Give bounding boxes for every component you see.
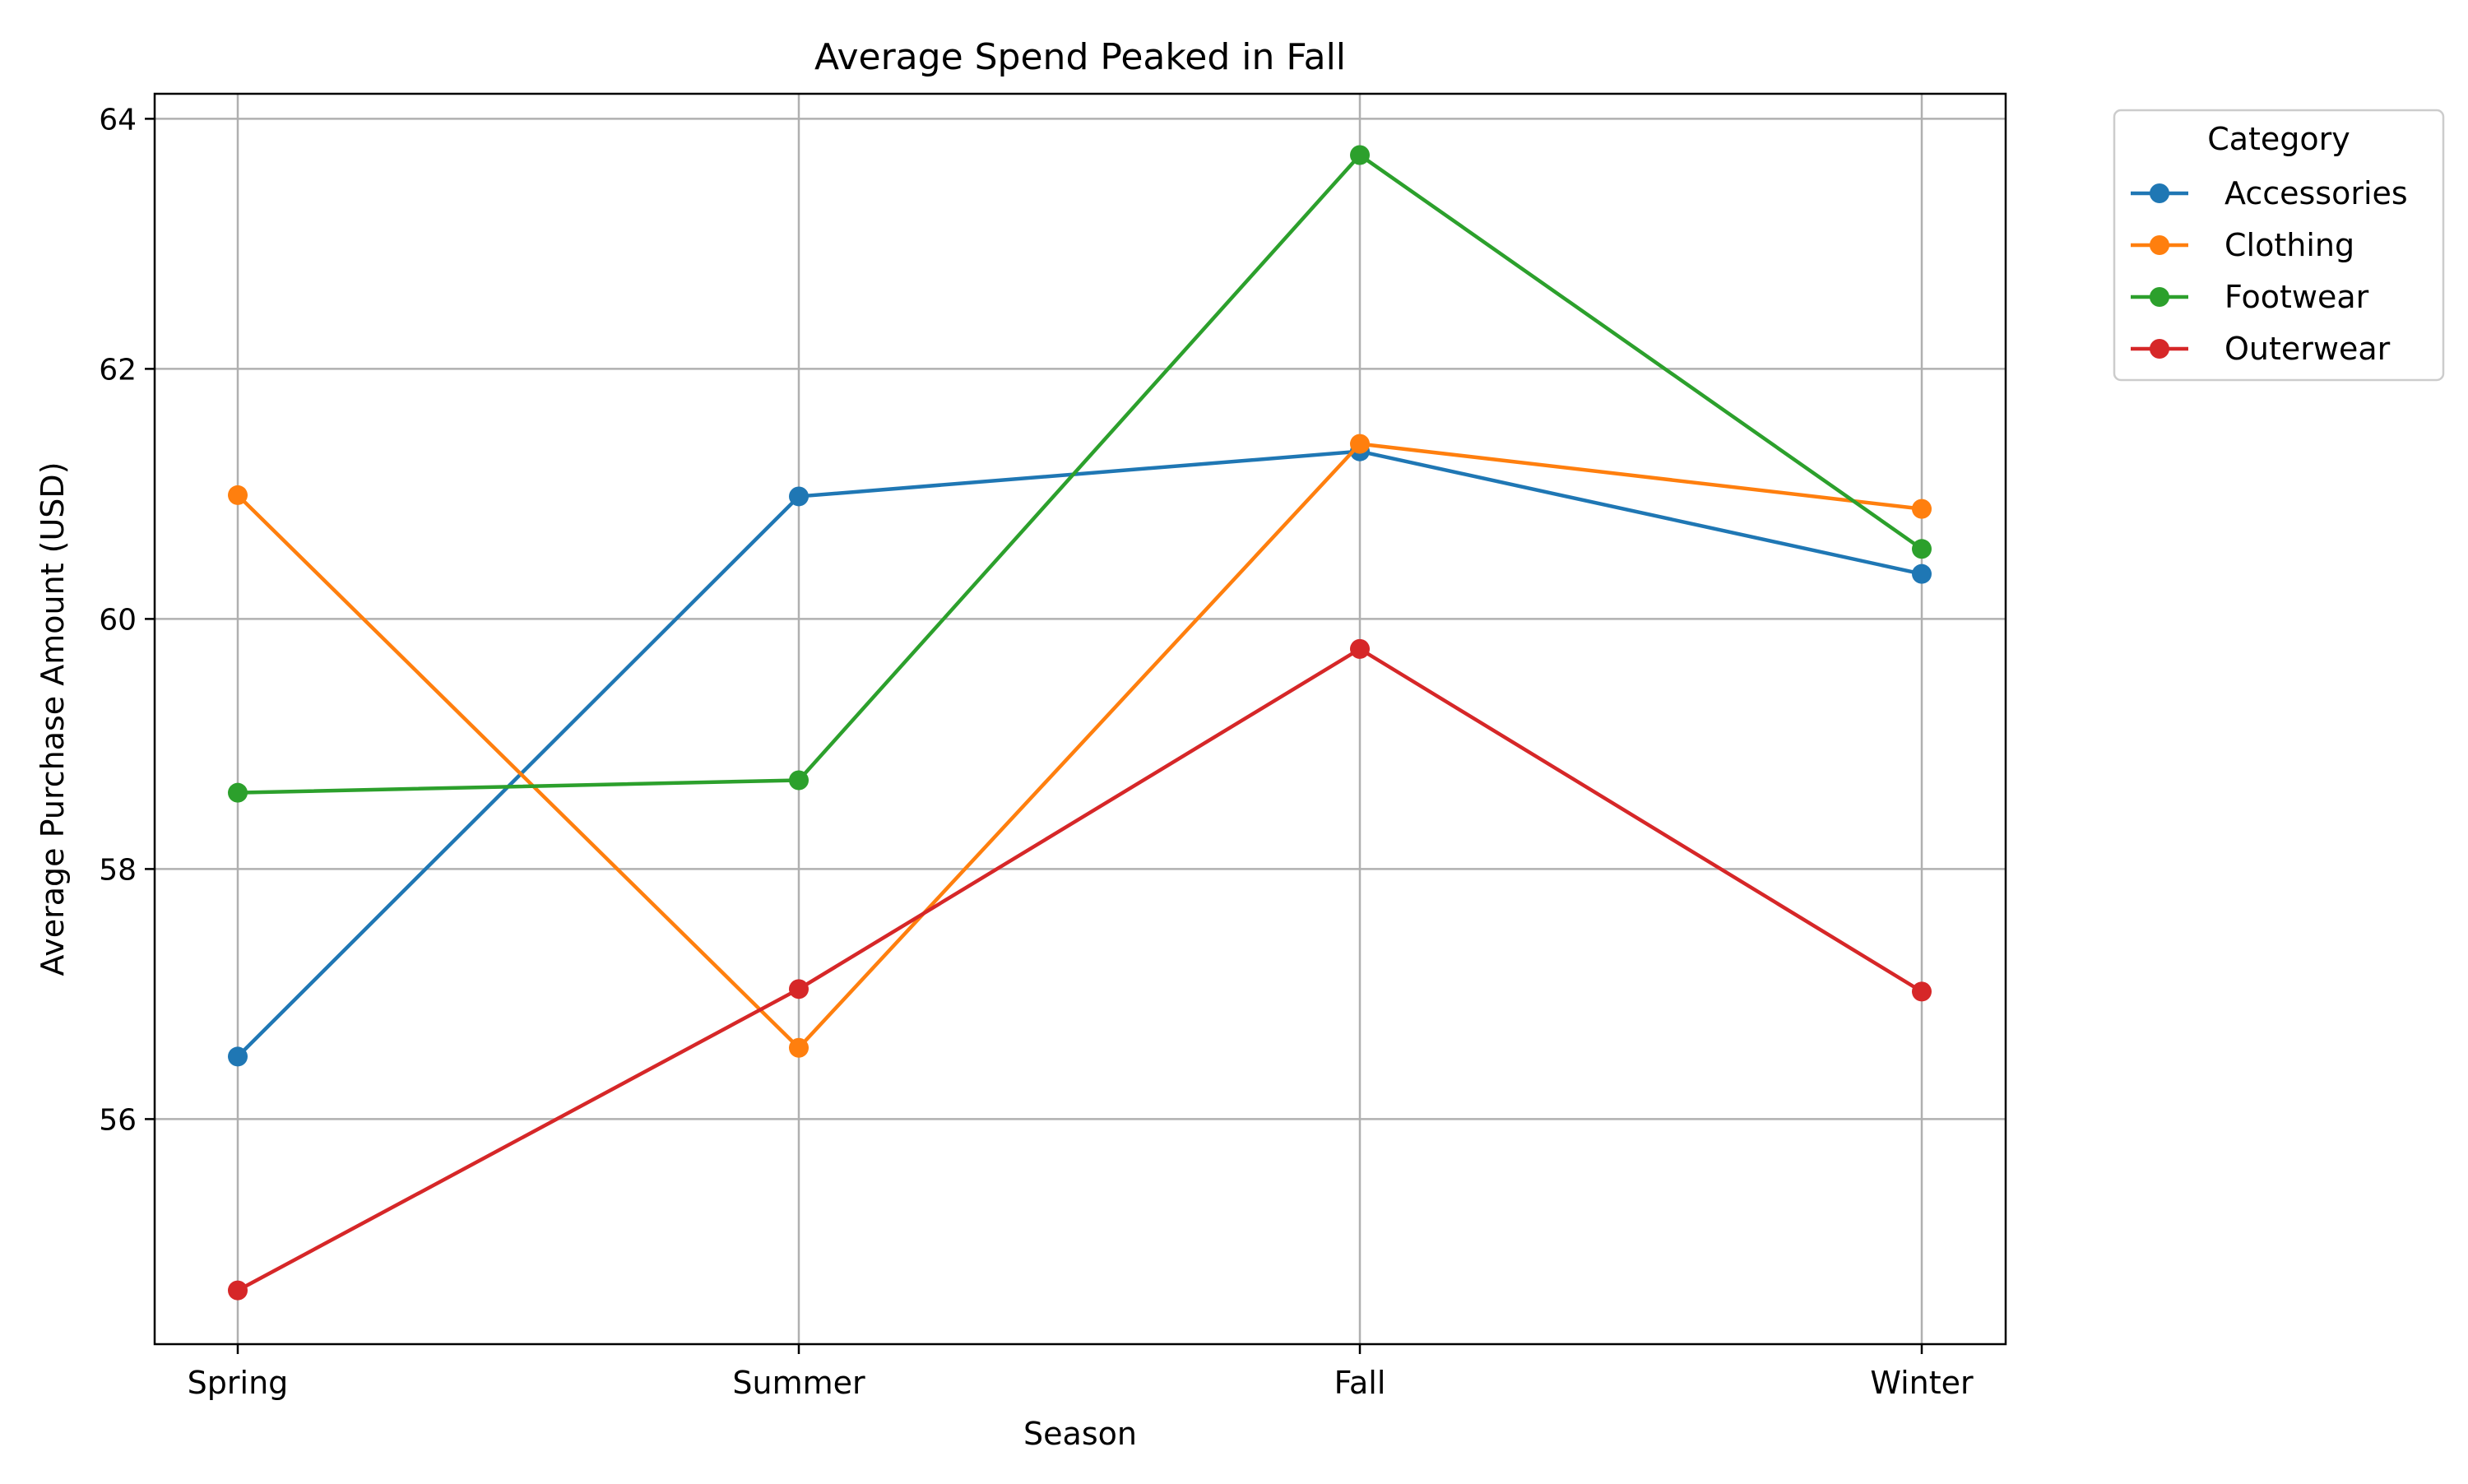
- data-point: [228, 1046, 248, 1067]
- series-clothing: [228, 434, 1932, 1058]
- series-line: [235, 442, 1924, 1050]
- legend-label: Outerwear: [2224, 331, 2391, 367]
- data-point: [1350, 145, 1370, 165]
- series-line: [235, 449, 1924, 1059]
- x-tick-label: Winter: [1870, 1365, 1974, 1401]
- legend-label: Clothing: [2224, 227, 2354, 263]
- legend-item: Accessories: [2131, 175, 2408, 211]
- axis-ticks: 56 58 60 62 64 Spring Summer Fall Winter: [99, 103, 1974, 1401]
- data-point: [1912, 563, 1932, 584]
- legend-item: Outerwear: [2131, 331, 2391, 367]
- series-lines: [228, 145, 1932, 1301]
- y-tick-label: 56: [99, 1103, 137, 1137]
- legend-label: Footwear: [2224, 279, 2369, 315]
- x-tick-label: Spring: [188, 1365, 289, 1401]
- data-point: [789, 979, 809, 999]
- legend-item: Clothing: [2131, 227, 2354, 263]
- series-footwear: [228, 145, 1932, 803]
- legend-marker: [2150, 287, 2169, 307]
- legend-marker: [2150, 339, 2169, 359]
- grid-lines: [155, 94, 2006, 1344]
- legend: Category Accessories Clothing Footwear Oute…: [2113, 109, 2445, 382]
- plot-area-frame: [153, 92, 2007, 1346]
- series-line: [235, 153, 1924, 795]
- data-point: [1350, 638, 1370, 659]
- data-point: [789, 770, 809, 791]
- x-axis-label: Season: [1023, 1416, 1137, 1452]
- data-point: [228, 485, 248, 505]
- legend-item: Footwear: [2131, 279, 2369, 315]
- y-tick-label: 58: [99, 853, 137, 887]
- series-line: [235, 647, 1924, 1292]
- data-point: [1912, 539, 1932, 559]
- data-point: [1350, 434, 1370, 454]
- data-point: [228, 1280, 248, 1301]
- data-point: [1912, 499, 1932, 519]
- y-tick-label: 60: [99, 603, 137, 637]
- legend-title: Category: [2207, 121, 2350, 157]
- legend-items: Accessories Clothing Footwear Outerwear: [2131, 175, 2408, 367]
- legend-marker: [2150, 183, 2169, 203]
- x-tick-label: Fall: [1334, 1365, 1386, 1401]
- y-tick-label: 62: [99, 353, 137, 387]
- y-tick-label: 64: [99, 103, 137, 137]
- legend-frame: [2113, 109, 2445, 382]
- series-outerwear: [228, 638, 1932, 1301]
- y-axis-label: Average Purchase Amount (USD): [35, 461, 71, 976]
- chart-title: Average Spend Peaked in Fall: [814, 36, 1346, 78]
- data-point: [1912, 981, 1932, 1002]
- data-point: [789, 1037, 809, 1058]
- legend-marker: [2150, 235, 2169, 255]
- x-tick-label: Summer: [732, 1365, 865, 1401]
- data-point: [228, 782, 248, 803]
- data-point: [789, 486, 809, 507]
- legend-label: Accessories: [2224, 175, 2408, 211]
